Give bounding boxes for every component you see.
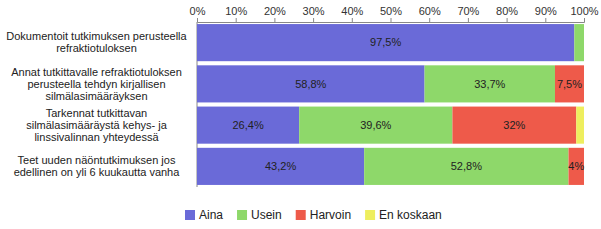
tick: 70%	[457, 5, 479, 22]
plot: 0% 10% 20% 30% 40% 50% 60% 70% 80% 90% 100% 97,5% 58…	[190, 5, 599, 187]
bar-segment	[555, 65, 584, 102]
bar-segment	[584, 24, 585, 61]
tick-label: 40%	[341, 5, 363, 17]
tick-mark	[197, 18, 198, 22]
data-label: 26,4%	[232, 119, 263, 131]
legend-label: Harvoin	[310, 208, 351, 222]
tick-mark	[274, 18, 275, 22]
tick-label: 10%	[225, 5, 247, 17]
tick-label: 90%	[535, 5, 557, 17]
tick-label: 70%	[457, 5, 479, 17]
category-label-line: silmälasimääräyksen	[45, 90, 147, 102]
category-label-line: Dokumentoit tutkimuksen perusteella	[6, 30, 187, 42]
bar-segment	[197, 24, 574, 61]
legend-swatch	[365, 210, 375, 220]
data-label: 7,5%	[557, 78, 582, 90]
chart: 0% 10% 20% 30% 40% 50% 60% 70% 80% 90% 100% 97,5% 58…	[0, 0, 601, 229]
data-labels: 97,5% 58,8% 33,7% 7,5% 26,4% 39,6% 32% 43,2% 52,…	[232, 36, 584, 172]
bar-segment	[197, 148, 364, 185]
tick-label: 80%	[496, 5, 518, 17]
tick-label: 100%	[570, 5, 598, 17]
bar-segment	[299, 107, 452, 144]
category-label-line: refraktiotuloksen	[56, 42, 137, 54]
bar-segment	[425, 65, 555, 102]
tick-mark	[507, 18, 508, 22]
tick-mark	[352, 18, 353, 22]
data-label: 32%	[503, 119, 525, 131]
category-label-line: silmälasimääräystä kehys- ja	[26, 119, 167, 131]
bar-segment	[197, 107, 299, 144]
tick: 20%	[264, 5, 286, 22]
legend-swatch	[185, 210, 195, 220]
legend-label: En koskaan	[379, 208, 442, 222]
tick: 100%	[570, 5, 598, 22]
tick-mark	[391, 18, 392, 22]
bar-segment	[574, 24, 584, 61]
legend-label: Aina	[199, 208, 223, 222]
category-label-line: perusteella tehdyn kirjallisen	[27, 78, 165, 90]
bar-segment	[452, 107, 576, 144]
tick-mark	[545, 18, 546, 22]
tick: 90%	[535, 5, 557, 22]
data-label: 52,8%	[451, 160, 482, 172]
category-label: Tarkennat tutkittavansilmälasimääräystä …	[26, 107, 167, 143]
tick: 50%	[380, 5, 402, 22]
category-label: Annat tutkittavalle refraktiotuloksenper…	[11, 66, 182, 102]
category-label-line: Teet uuden näöntutkimuksen jos	[18, 154, 176, 166]
bar-segment	[364, 148, 568, 185]
category-label-line: Tarkennat tutkittavan	[46, 107, 148, 119]
category-label-line: edellinen on yli 6 kuukautta vanha	[14, 166, 181, 178]
tick: 80%	[496, 5, 518, 22]
tick: 0%	[190, 5, 206, 22]
tick-mark	[584, 18, 585, 22]
data-label: 4%	[568, 160, 584, 172]
data-label: 97,5%	[370, 36, 401, 48]
bar-segment	[576, 107, 584, 144]
tick: 30%	[303, 5, 325, 22]
legend-swatch	[237, 210, 247, 220]
bar-segment	[197, 65, 425, 102]
data-label: 39,6%	[360, 119, 391, 131]
bar-segment	[584, 24, 585, 61]
legend-item: Aina	[185, 208, 223, 222]
tick-mark	[468, 18, 469, 22]
tick-label: 60%	[419, 5, 441, 17]
data-label: 33,7%	[474, 78, 505, 90]
legend-item: En koskaan	[365, 208, 442, 222]
bar-segment	[584, 65, 585, 102]
tick: 10%	[225, 5, 247, 22]
legend-item: Harvoin	[296, 208, 351, 222]
legend-label: Usein	[251, 208, 282, 222]
category-label: Dokumentoit tutkimuksen perusteellarefra…	[6, 30, 187, 54]
category-label: Teet uuden näöntutkimuksen josedellinen …	[14, 154, 181, 178]
tick: 60%	[419, 5, 441, 22]
tick: 40%	[341, 5, 363, 22]
tick-label: 50%	[380, 5, 402, 17]
tick-label: 0%	[190, 5, 206, 17]
category-label-line: linssivalinnan yhteydessä	[34, 131, 159, 143]
tick-label: 20%	[264, 5, 286, 17]
tick-label: 30%	[303, 5, 325, 17]
tick-mark	[313, 18, 314, 22]
bar-segment	[569, 148, 584, 185]
data-label: 58,8%	[295, 78, 326, 90]
bars	[197, 24, 584, 185]
category-labels: Dokumentoit tutkimuksen perusteellarefra…	[6, 30, 187, 178]
tick-mark	[236, 18, 237, 22]
legend-item: Usein	[237, 208, 282, 222]
axis-line	[198, 18, 585, 23]
data-label: 43,2%	[265, 160, 296, 172]
category-label-line: Annat tutkittavalle refraktiotuloksen	[11, 66, 182, 78]
tick-mark	[429, 18, 430, 22]
legend-swatch	[296, 210, 306, 220]
x-axis: 0% 10% 20% 30% 40% 50% 60% 70% 80% 90% 100%	[190, 5, 599, 23]
legend: Aina Usein Harvoin En koskaan	[185, 208, 442, 222]
